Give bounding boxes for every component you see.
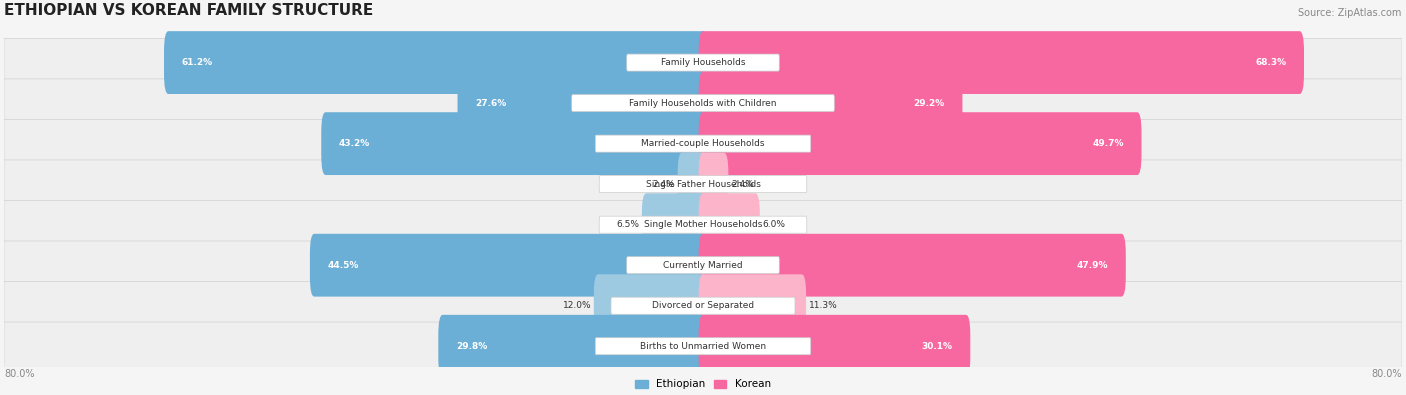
FancyBboxPatch shape: [699, 112, 1142, 175]
Text: Family Households with Children: Family Households with Children: [630, 99, 776, 107]
Text: Family Households: Family Households: [661, 58, 745, 67]
Text: 61.2%: 61.2%: [181, 58, 212, 67]
FancyBboxPatch shape: [4, 160, 1402, 208]
Text: 47.9%: 47.9%: [1077, 261, 1108, 270]
Text: 30.1%: 30.1%: [922, 342, 953, 351]
Text: 27.6%: 27.6%: [475, 99, 506, 107]
FancyBboxPatch shape: [4, 79, 1402, 127]
FancyBboxPatch shape: [699, 315, 970, 378]
FancyBboxPatch shape: [612, 297, 794, 314]
Text: 12.0%: 12.0%: [562, 301, 591, 310]
FancyBboxPatch shape: [627, 257, 779, 274]
FancyBboxPatch shape: [627, 54, 779, 71]
FancyBboxPatch shape: [439, 315, 707, 378]
FancyBboxPatch shape: [643, 193, 707, 256]
Text: Single Father Households: Single Father Households: [645, 180, 761, 189]
FancyBboxPatch shape: [699, 153, 728, 216]
FancyBboxPatch shape: [309, 234, 707, 297]
Text: 44.5%: 44.5%: [328, 261, 359, 270]
Text: Currently Married: Currently Married: [664, 261, 742, 270]
Text: Single Mother Households: Single Mother Households: [644, 220, 762, 229]
FancyBboxPatch shape: [699, 274, 806, 337]
FancyBboxPatch shape: [699, 234, 1126, 297]
Text: Births to Unmarried Women: Births to Unmarried Women: [640, 342, 766, 351]
Text: 29.2%: 29.2%: [914, 99, 945, 107]
Legend: Ethiopian, Korean: Ethiopian, Korean: [631, 375, 775, 393]
FancyBboxPatch shape: [599, 176, 807, 193]
Text: 2.4%: 2.4%: [731, 180, 754, 189]
FancyBboxPatch shape: [321, 112, 707, 175]
FancyBboxPatch shape: [4, 200, 1402, 249]
FancyBboxPatch shape: [165, 31, 707, 94]
FancyBboxPatch shape: [678, 153, 707, 216]
Text: 11.3%: 11.3%: [808, 301, 838, 310]
FancyBboxPatch shape: [4, 322, 1402, 371]
Text: 80.0%: 80.0%: [4, 369, 35, 378]
Text: 6.5%: 6.5%: [616, 220, 640, 229]
FancyBboxPatch shape: [699, 193, 759, 256]
Text: 68.3%: 68.3%: [1256, 58, 1286, 67]
Text: 43.2%: 43.2%: [339, 139, 370, 148]
FancyBboxPatch shape: [699, 31, 1303, 94]
Text: Source: ZipAtlas.com: Source: ZipAtlas.com: [1299, 8, 1402, 18]
FancyBboxPatch shape: [593, 274, 707, 337]
Text: 6.0%: 6.0%: [762, 220, 786, 229]
FancyBboxPatch shape: [457, 72, 707, 135]
Text: Divorced or Separated: Divorced or Separated: [652, 301, 754, 310]
FancyBboxPatch shape: [599, 216, 807, 233]
FancyBboxPatch shape: [4, 241, 1402, 290]
FancyBboxPatch shape: [595, 338, 811, 355]
Text: 29.8%: 29.8%: [456, 342, 486, 351]
FancyBboxPatch shape: [4, 38, 1402, 87]
FancyBboxPatch shape: [595, 135, 811, 152]
Text: 49.7%: 49.7%: [1092, 139, 1123, 148]
Text: ETHIOPIAN VS KOREAN FAMILY STRUCTURE: ETHIOPIAN VS KOREAN FAMILY STRUCTURE: [4, 3, 374, 18]
FancyBboxPatch shape: [572, 94, 834, 112]
FancyBboxPatch shape: [699, 72, 963, 135]
FancyBboxPatch shape: [4, 282, 1402, 330]
Text: 2.4%: 2.4%: [652, 180, 675, 189]
FancyBboxPatch shape: [4, 119, 1402, 168]
Text: Married-couple Households: Married-couple Households: [641, 139, 765, 148]
Text: 80.0%: 80.0%: [1371, 369, 1402, 378]
